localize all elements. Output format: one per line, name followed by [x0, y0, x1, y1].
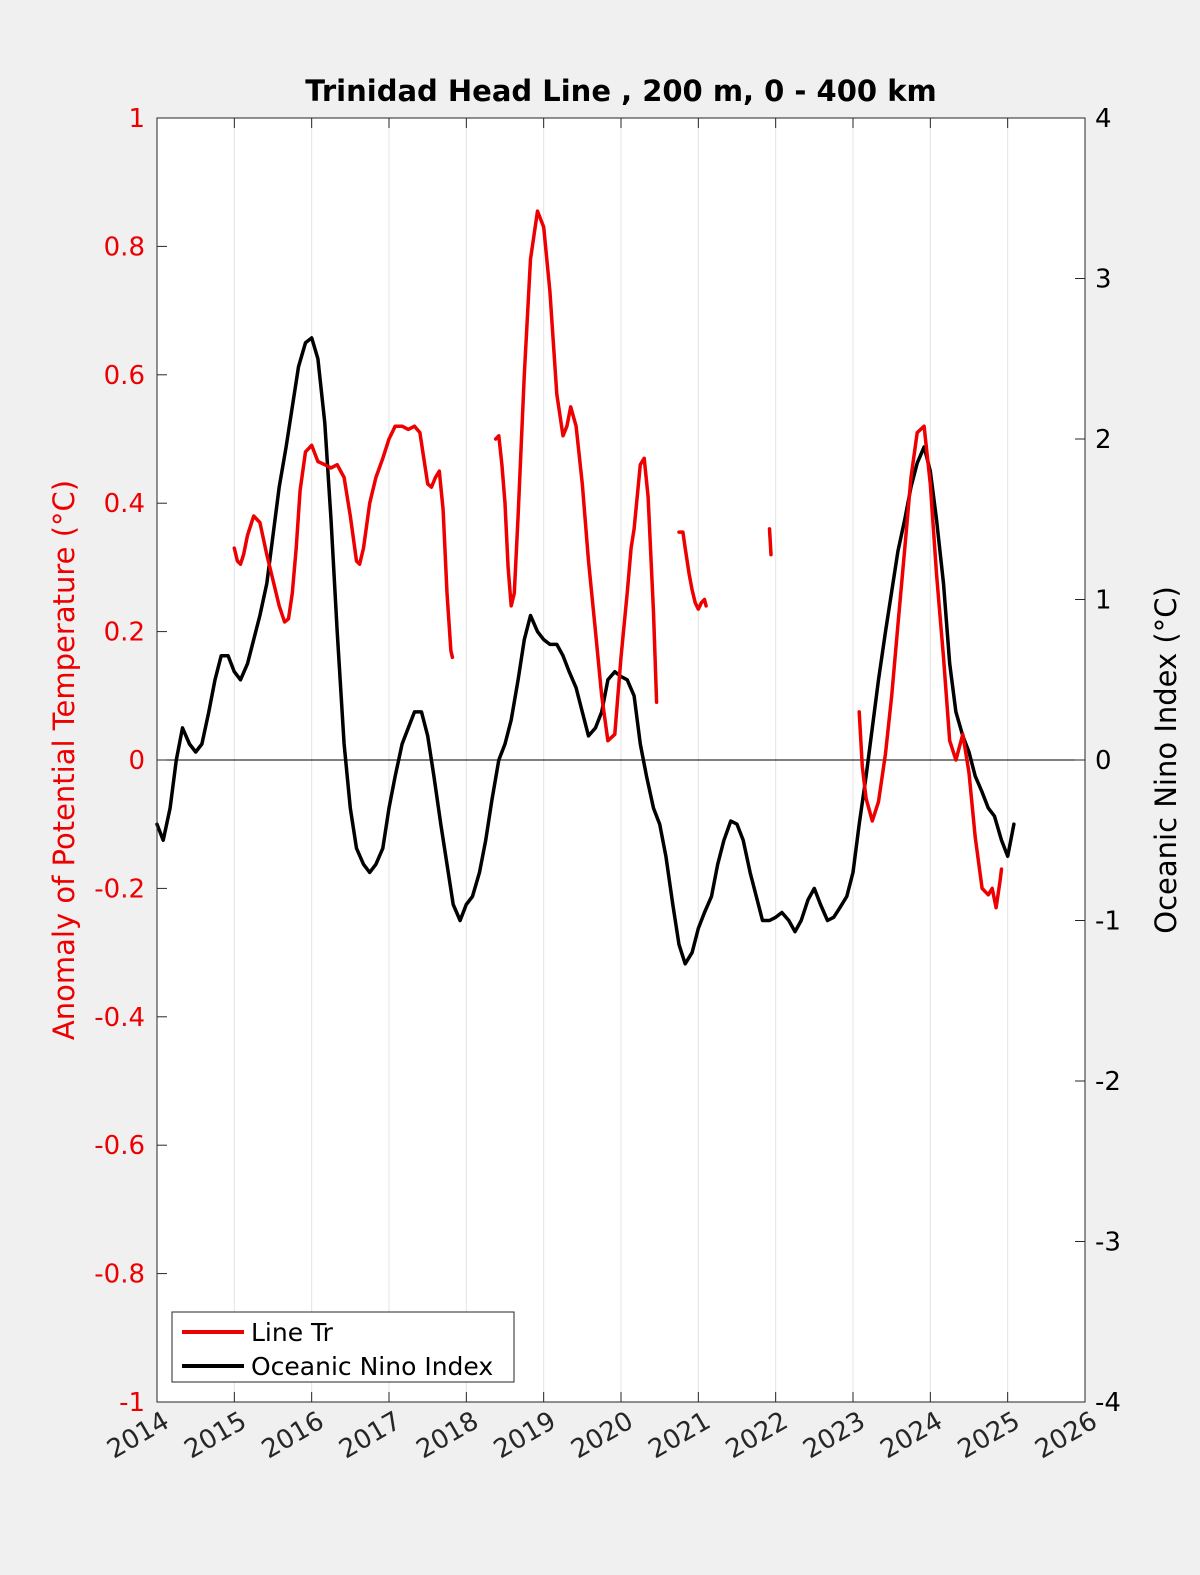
x-tick-label: 2015: [180, 1406, 252, 1465]
y-axis-right-label: Oceanic Nino Index (°C): [1149, 586, 1183, 934]
series-line-oceanic-nino-index: [155, 336, 1016, 966]
y-right-tick-label: -2: [1095, 1067, 1121, 1097]
x-tick-label: 2026: [1030, 1406, 1102, 1465]
y-right-tick-label: 4: [1095, 104, 1112, 134]
x-tick-label: 2021: [644, 1406, 716, 1465]
legend-label-oni: Oceanic Nino Index: [251, 1352, 493, 1381]
y-left-tick-label: 0.2: [104, 618, 145, 648]
y-right-tick-label: 3: [1095, 265, 1112, 295]
y-axis-right: -4 -3 -2 -1 0 1 2 3 4: [1075, 104, 1121, 1418]
legend-box: [171, 1311, 515, 1383]
series-line-tr-segment: [767, 527, 773, 557]
y-left-tick-label: 0: [128, 746, 145, 776]
y-axis-left: -1 -0.8 -0.6 -0.4 -0.2 0 0.2 0.4 0.6 0.8 1: [94, 104, 167, 1418]
series-layer: [155, 209, 1016, 966]
x-tick-label: 2022: [721, 1406, 793, 1465]
series-line-tr-segment: [493, 209, 659, 743]
y-right-tick-label: -1: [1095, 907, 1121, 937]
series-line-tr-segment: [857, 424, 1004, 910]
y-right-tick-label: -4: [1095, 1388, 1121, 1418]
x-tick-label: 2023: [798, 1406, 870, 1465]
y-right-tick-label: 0: [1095, 746, 1112, 776]
y-left-tick-label: -0.8: [94, 1260, 145, 1290]
series-line-tr-segment: [232, 424, 455, 660]
y-left-tick-label: -0.4: [94, 1003, 145, 1033]
legend-label-line-tr: Line Tr: [251, 1318, 334, 1347]
x-tick-label: 2020: [566, 1406, 638, 1465]
x-tick-label: 2024: [876, 1406, 948, 1465]
y-left-tick-label: 0.4: [104, 489, 145, 519]
y-left-tick-label: 0.6: [104, 361, 145, 391]
legend: Line Tr Oceanic Nino Index: [171, 1311, 515, 1383]
y-left-tick-label: 0.8: [104, 232, 145, 262]
y-right-tick-label: 1: [1095, 586, 1112, 616]
y-left-tick-label: -0.6: [94, 1131, 145, 1161]
x-tick-label: 2019: [489, 1406, 561, 1465]
y-left-tick-label: -1: [119, 1388, 145, 1418]
y-left-tick-label: 1: [128, 104, 145, 134]
y-axis-left-label: Anomaly of Potential Temperature (°C): [47, 480, 81, 1040]
y-left-tick-label: -0.2: [94, 874, 145, 904]
y-right-tick-label: 2: [1095, 425, 1112, 455]
y-right-tick-label: -3: [1095, 1228, 1121, 1258]
x-tick-label: 2017: [334, 1406, 406, 1465]
x-tick-label: 2016: [257, 1406, 329, 1465]
series-line-tr-segment: [677, 530, 708, 611]
chart-title: Trinidad Head Line , 200 m, 0 - 400 km: [305, 74, 936, 108]
x-tick-label: 2025: [953, 1406, 1025, 1465]
x-tick-label: 2018: [412, 1406, 484, 1465]
